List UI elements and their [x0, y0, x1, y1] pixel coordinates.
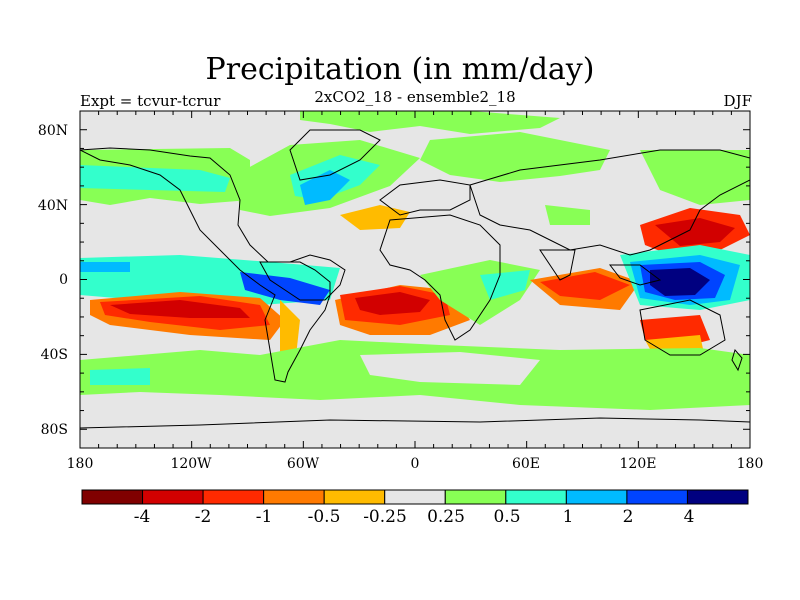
- colorbar: [81, 489, 749, 505]
- colorbar-label: -1: [255, 507, 273, 527]
- experiment-label: Expt = tcvur-tcrur: [80, 92, 221, 110]
- map-field: [80, 111, 750, 448]
- contour-asia-green: [420, 132, 610, 182]
- colorbar-label: -0.25: [363, 507, 407, 527]
- contour-warmpool-navy: [650, 268, 710, 296]
- colorbar-label: 2: [622, 507, 634, 527]
- contour-atlantic-blue: [300, 170, 350, 205]
- y-tick-label: 0: [59, 272, 68, 288]
- x-tick-label: 0: [410, 456, 420, 472]
- colorbar-label: -2: [194, 507, 212, 527]
- x-tick-label: 120W: [170, 456, 212, 472]
- contour-eqpac-darkblue: [240, 272, 330, 305]
- chart-subtitle: 2xCO2_18 - ensemble2_18: [314, 88, 516, 106]
- x-tick-label: 60W: [286, 456, 320, 472]
- colorbar-swatch: [384, 489, 446, 505]
- x-tick-label: 180: [736, 456, 764, 472]
- colorbar-label: -0.5: [307, 507, 341, 527]
- x-tick-label: 120E: [619, 456, 657, 472]
- contour-southern-cyan: [90, 368, 150, 385]
- contour-northpacific-cyan: [80, 165, 230, 192]
- colorbar-label: 1: [562, 507, 574, 527]
- contour-eqpac-blue: [80, 262, 130, 272]
- contour-southpac-darkred: [110, 300, 250, 318]
- colorbar-swatch: [81, 489, 144, 505]
- contour-kuroshio-darkred: [655, 218, 735, 246]
- y-tick-label: 40N: [37, 198, 68, 214]
- contour-indian-green: [545, 205, 590, 225]
- colorbar-swatch: [142, 489, 204, 505]
- contour-westpacific-green: [640, 150, 750, 205]
- contour-mediterranean-orange: [340, 205, 410, 230]
- colorbar-swatch: [444, 489, 507, 505]
- colorbar-swatch: [263, 489, 325, 505]
- coastlines: [80, 129, 750, 429]
- y-tick-label: 80S: [40, 422, 68, 438]
- y-tick-label: 80N: [37, 123, 68, 139]
- colorbar-swatch: [565, 489, 628, 505]
- map-ticks: [79, 110, 751, 449]
- contour-southern-gray: [360, 352, 540, 385]
- colorbar-label: -4: [133, 507, 151, 527]
- colorbar-swatch: [202, 489, 265, 505]
- x-tick-label: 180: [66, 456, 94, 472]
- colorbar-swatch: [505, 489, 567, 505]
- contour-arctic-green: [300, 111, 560, 134]
- chart-title: Precipitation (in mm/day): [205, 52, 595, 87]
- season-label: DJF: [723, 92, 752, 110]
- colorbar-label: 4: [683, 507, 695, 527]
- colorbar-label: 0.5: [493, 507, 521, 527]
- y-tick-label: 40S: [40, 347, 68, 363]
- colorbar-label: 0.25: [427, 507, 465, 527]
- colorbar-swatch: [323, 489, 386, 505]
- contour-southatl-darkred: [355, 292, 430, 315]
- colorbar-swatch: [686, 489, 749, 505]
- x-tick-label: 60E: [511, 456, 541, 472]
- colorbar-swatch: [626, 489, 688, 505]
